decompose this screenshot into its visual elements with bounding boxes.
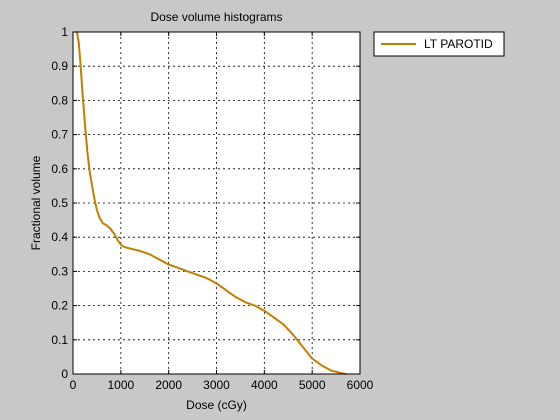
y-tick-label: 0.1 xyxy=(51,333,68,347)
y-tick-label: 0.8 xyxy=(51,93,68,107)
y-tick-label: 1 xyxy=(61,25,68,39)
y-axis-label: Fractional volume xyxy=(29,155,43,250)
legend-label: LT PAROTID xyxy=(424,37,493,51)
x-tick-label: 3000 xyxy=(203,378,230,392)
y-tick-label: 0.5 xyxy=(51,196,68,210)
x-tick-label: 5000 xyxy=(299,378,326,392)
series-lines xyxy=(75,31,347,375)
y-tick-label: 0.6 xyxy=(51,162,68,176)
x-axis-label: Dose (cGy) xyxy=(186,398,247,412)
legend: LT PAROTID xyxy=(373,31,505,57)
x-tick-label: 1000 xyxy=(107,378,134,392)
x-tick-label: 4000 xyxy=(251,378,278,392)
series-line-0 xyxy=(75,31,347,375)
legend-box xyxy=(373,31,505,57)
chart-title: Dose volume histograms xyxy=(150,10,282,24)
axes-frame xyxy=(72,31,361,375)
x-tick-label: 6000 xyxy=(347,378,374,392)
y-tick-label: 0.2 xyxy=(51,299,68,313)
y-tick-label: 0.7 xyxy=(51,128,68,142)
y-tick-label: 0.3 xyxy=(51,264,68,278)
grid-lines xyxy=(73,32,360,374)
y-tick-label: 0 xyxy=(61,367,68,381)
x-tick-label: 0 xyxy=(70,378,77,392)
y-tick-label: 0.4 xyxy=(51,230,68,244)
x-tick-label: 2000 xyxy=(155,378,182,392)
tick-labels: 0 1000 2000 3000 4000 5000 6000 0 0.1 0.2 0.3 0.4 0.… xyxy=(51,25,373,392)
y-tick-label: 0.9 xyxy=(51,59,68,73)
